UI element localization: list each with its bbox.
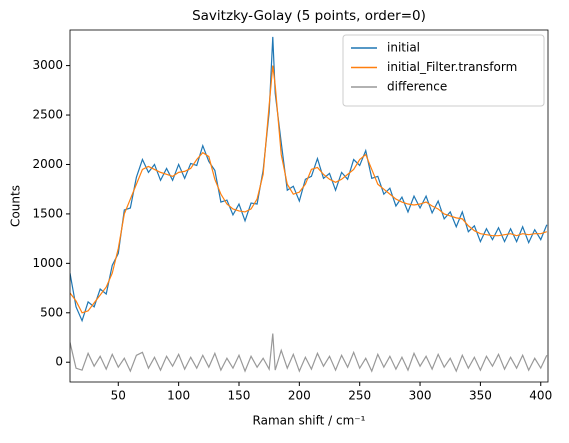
- plot-area: [70, 36, 548, 373]
- legend-label: initial_Filter.transform: [387, 60, 517, 74]
- line: [70, 65, 547, 314]
- y-tick-label: 1500: [32, 206, 63, 220]
- plot-frame: [69, 29, 549, 383]
- y-tick-label: 1000: [32, 256, 63, 270]
- legend-box: [342, 34, 545, 107]
- legend-label: difference: [387, 80, 447, 94]
- chart-title: Savitzky-Golay (5 points, order=0): [192, 8, 426, 24]
- x-tick-label: 50: [111, 389, 126, 403]
- x-tick-label: 200: [288, 389, 311, 403]
- x-tick-label: 300: [409, 389, 432, 403]
- y-tick-label: 2000: [32, 157, 63, 171]
- x-tick-label: 150: [228, 389, 251, 403]
- x-tick-label: 350: [469, 389, 492, 403]
- y-axis-label: Counts: [9, 185, 23, 227]
- line: [70, 36, 548, 323]
- legend-label: initial: [387, 41, 420, 55]
- y-tick-label: 0: [55, 355, 63, 369]
- x-tick-label: 100: [167, 389, 190, 403]
- line: [70, 333, 548, 373]
- x-axis-label: Raman shift / cm⁻¹: [253, 414, 366, 428]
- y-tick-label: 500: [40, 305, 63, 319]
- y-tick-label: 3000: [32, 58, 63, 72]
- x-tick-label: 400: [529, 389, 552, 403]
- y-tick-label: 2500: [32, 108, 63, 122]
- x-tick-label: 250: [348, 389, 371, 403]
